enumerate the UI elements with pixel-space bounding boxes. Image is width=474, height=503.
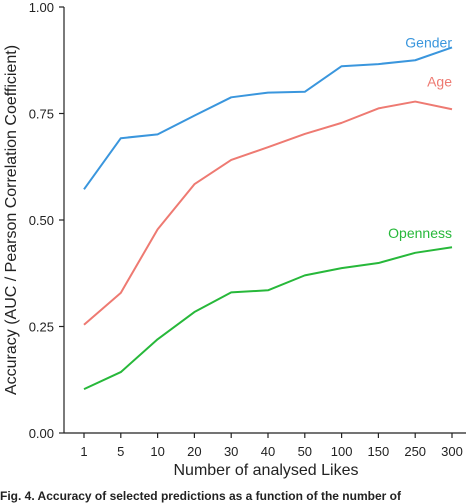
series-group: Gender Age Openness	[83, 34, 453, 391]
x-ticks: 1 5 10 20 30 40 50 100 150 250 300	[80, 433, 463, 459]
x-tick-label: 300	[441, 444, 463, 459]
x-tick-label: 150	[368, 444, 390, 459]
figure-caption: Fig. 4. Accuracy of selected predictions…	[0, 489, 402, 503]
x-tick-label: 40	[261, 444, 275, 459]
series-label-openness: Openness	[388, 225, 452, 241]
x-tick-label: 20	[187, 444, 201, 459]
y-tick-label: 1.00	[29, 0, 54, 15]
y-tick-label: 0.50	[29, 213, 54, 228]
series-line-gender	[83, 46, 453, 190]
series-line-openness	[83, 246, 453, 391]
series-label-age: Age	[427, 74, 452, 90]
y-tick-label: 0.75	[29, 107, 54, 122]
x-tick-label: 250	[404, 444, 426, 459]
series-line-age	[83, 100, 453, 326]
x-tick-label: 5	[117, 444, 124, 459]
y-tick-label: 0.25	[29, 320, 54, 335]
x-tick-label: 50	[298, 444, 312, 459]
x-axis-title: Number of analysed Likes	[174, 462, 359, 479]
y-axis-title: Accuracy (AUC / Pearson Correlation Coef…	[3, 45, 20, 395]
y-tick-label: 0.00	[29, 426, 54, 441]
x-tick-label: 10	[150, 444, 164, 459]
x-tick-label: 30	[224, 444, 238, 459]
y-ticks: 0.00 0.25 0.50 0.75 1.00	[29, 0, 64, 441]
series-label-gender: Gender	[405, 34, 452, 50]
x-tick-label: 1	[80, 444, 87, 459]
x-tick-label: 100	[331, 444, 353, 459]
